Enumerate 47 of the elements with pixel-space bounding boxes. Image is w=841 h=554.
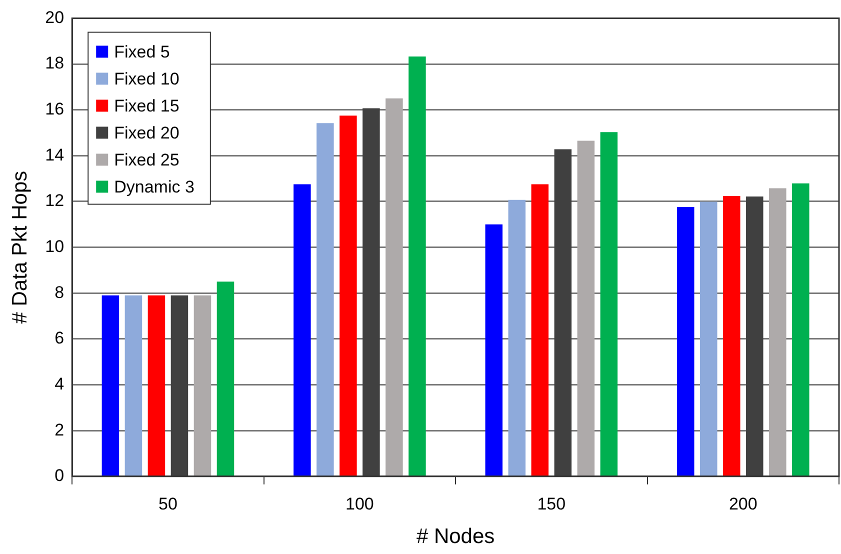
bar xyxy=(485,224,503,476)
y-tick-label: 8 xyxy=(54,282,64,302)
bar xyxy=(769,188,786,476)
bar xyxy=(102,295,120,476)
legend-label: Fixed 5 xyxy=(114,42,170,62)
y-tick-label: 6 xyxy=(54,328,64,348)
y-tick-label: 4 xyxy=(54,374,64,394)
y-tick-label: 18 xyxy=(45,54,64,73)
bar xyxy=(194,295,212,476)
bar xyxy=(577,140,595,476)
bar xyxy=(386,98,403,476)
bar xyxy=(170,295,188,476)
bar xyxy=(340,116,357,476)
bar xyxy=(124,295,142,476)
x-tick-label: 150 xyxy=(537,494,566,514)
legend-label: Fixed 10 xyxy=(114,69,180,88)
y-tick-label: 0 xyxy=(54,466,64,486)
y-axis-title: # Data Pkt Hops xyxy=(8,170,32,324)
x-axis-title: # Nodes xyxy=(416,525,495,548)
bar xyxy=(216,282,234,476)
bar xyxy=(792,183,810,476)
y-tick-label: 12 xyxy=(45,191,64,210)
legend-label: Fixed 20 xyxy=(114,123,180,142)
bar xyxy=(700,202,718,476)
bar xyxy=(148,295,166,476)
y-tick-label: 10 xyxy=(45,236,64,256)
legend-label: Fixed 15 xyxy=(114,96,180,116)
bar xyxy=(746,196,764,476)
bar xyxy=(362,108,380,476)
x-tick-label: 50 xyxy=(158,494,178,514)
bar xyxy=(508,200,526,476)
bar xyxy=(408,56,426,476)
y-tick-label: 20 xyxy=(45,8,64,27)
bar xyxy=(316,123,334,476)
bar xyxy=(676,206,694,476)
y-tick-label: 16 xyxy=(45,100,64,119)
bar xyxy=(531,184,549,476)
bar xyxy=(294,184,311,476)
bar xyxy=(723,196,740,476)
legend-label: Fixed 25 xyxy=(114,150,180,170)
y-tick-label: 14 xyxy=(45,145,64,164)
y-tick-label: 2 xyxy=(54,420,64,440)
x-tick-label: 100 xyxy=(346,494,374,514)
x-tick-label: 200 xyxy=(728,494,758,514)
bar xyxy=(554,149,572,476)
bar xyxy=(600,132,618,476)
legend-label: Dynamic 3 xyxy=(114,177,194,196)
